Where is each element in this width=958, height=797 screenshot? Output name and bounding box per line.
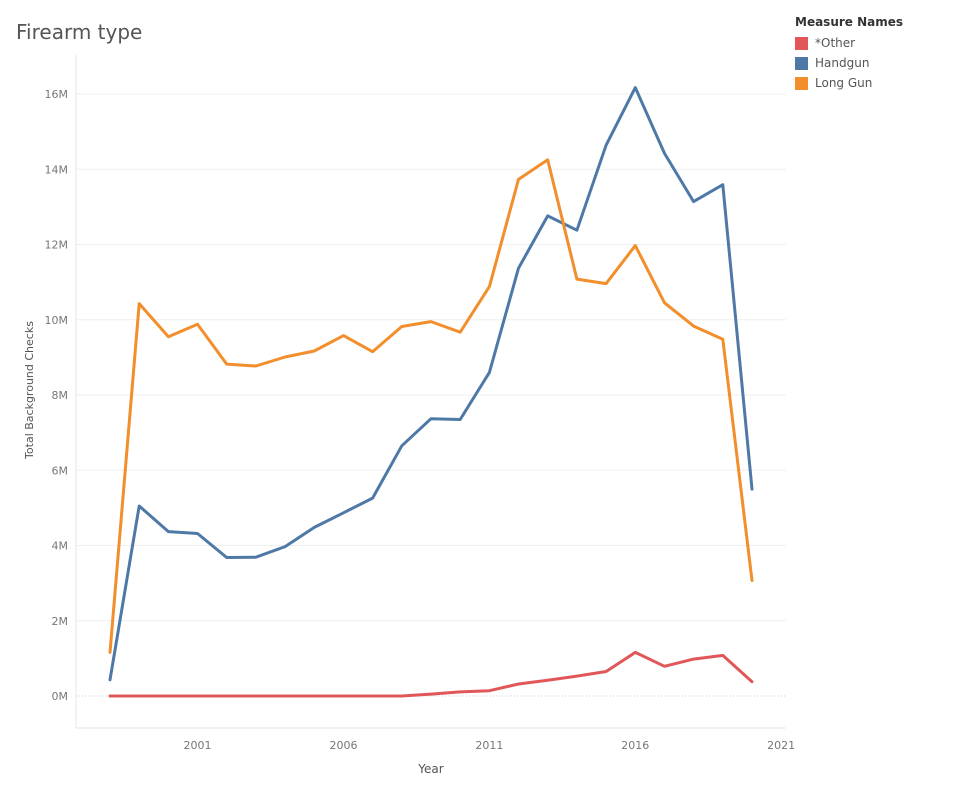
x-tick-labels: 2001 2006 2011 2016 2021: [184, 739, 796, 752]
x-tick-label: 2001: [184, 739, 212, 752]
legend-item-long-gun[interactable]: Long Gun: [795, 73, 903, 93]
y-tick-labels: 0M 2M 4M 6M 8M 10M 12M 14M 16M: [45, 88, 69, 703]
legend-swatch-other: [795, 36, 808, 50]
y-tick-label: 2M: [52, 615, 69, 628]
y-tick-label: 16M: [45, 88, 69, 101]
y-tick-label: 10M: [45, 314, 69, 327]
series-line-handgun[interactable]: [108, 86, 754, 682]
legend-item-other[interactable]: *Other: [795, 33, 903, 53]
legend-label-long-gun: Long Gun: [815, 76, 873, 90]
x-axis-title: Year: [417, 762, 443, 776]
y-axis-title: Total Background Checks: [23, 321, 36, 460]
legend-label-handgun: Handgun: [815, 56, 870, 70]
legend: Measure Names *Other Handgun Long Gun: [795, 15, 903, 93]
axes: [75, 55, 786, 729]
y-tick-label: 6M: [52, 464, 69, 477]
legend-swatch-long-gun: [795, 76, 808, 90]
x-tick-label: 2021: [767, 739, 795, 752]
gridlines: [76, 93, 786, 697]
y-tick-label: 8M: [52, 389, 69, 402]
y-tick-label: 0M: [52, 690, 69, 703]
legend-title: Measure Names: [795, 15, 904, 29]
x-tick-label: 2011: [475, 739, 503, 752]
series-lines: [108, 86, 754, 698]
x-tick-label: 2006: [329, 739, 357, 752]
legend-label-other: *Other: [815, 36, 856, 50]
y-tick-label: 4M: [52, 540, 69, 553]
chart-title: Firearm type: [16, 20, 143, 44]
x-tick-label: 2016: [621, 739, 649, 752]
y-tick-label: 14M: [45, 163, 69, 176]
series-line-long-gun[interactable]: [108, 158, 754, 654]
legend-item-handgun[interactable]: Handgun: [795, 53, 903, 73]
y-tick-label: 12M: [45, 239, 69, 252]
series-line-other[interactable]: [108, 650, 754, 698]
legend-swatch-handgun: [795, 56, 808, 70]
